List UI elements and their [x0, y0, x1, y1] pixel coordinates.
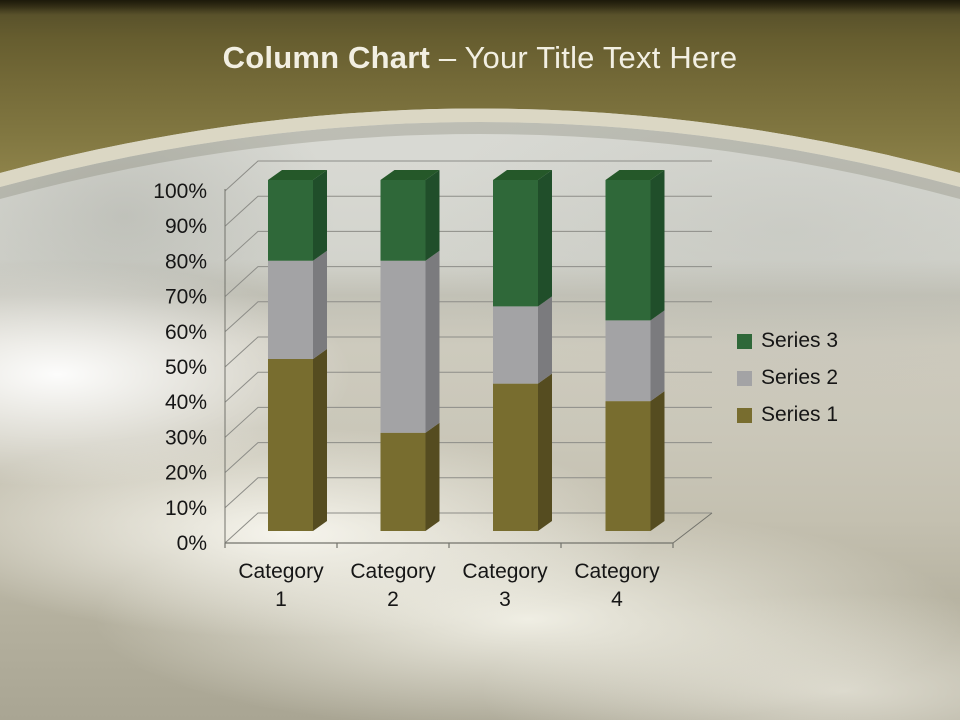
column-segment-front — [380, 432, 426, 531]
column-top-face — [380, 170, 440, 180]
grid-line — [224, 406, 712, 438]
column-segment-front — [268, 260, 313, 360]
column-segment-side — [425, 250, 440, 433]
column-segment-side — [538, 170, 552, 307]
column-segment-front — [493, 180, 538, 307]
column-segment-front — [380, 260, 426, 433]
y-axis-tick-label: 60% — [165, 321, 207, 344]
column-segment-front — [268, 180, 313, 261]
legend-label: Series 2 — [761, 366, 839, 389]
band-shape — [0, 0, 960, 173]
column-top-face — [605, 170, 665, 180]
column-segment-side — [313, 170, 327, 261]
legend-swatch — [737, 370, 752, 386]
grid-line — [224, 266, 712, 297]
y-axis-tick-label: 50% — [165, 356, 207, 379]
grid-line — [224, 336, 712, 368]
band-arc-cream — [0, 108, 960, 187]
band-arc-shadow — [0, 122, 960, 199]
x-axis-category-label: Category — [574, 560, 660, 583]
column-segment-front — [268, 359, 313, 531]
column-segment-side — [313, 250, 327, 360]
column-segment-front — [605, 401, 651, 531]
y-axis-tick-label: 0% — [177, 532, 207, 555]
y-axis-tick-label: 70% — [165, 286, 207, 309]
chart-legend: Series 3 Series 2 Series 1 — [737, 330, 838, 441]
y-axis-tick-label: 30% — [165, 426, 207, 449]
column-top-face — [268, 170, 327, 180]
column-top-face — [493, 170, 552, 180]
legend-item: Series 1 — [737, 404, 838, 426]
column-segment-side — [650, 170, 665, 321]
y-axis-tick-label: 20% — [165, 462, 207, 485]
legend-item: Series 2 — [737, 367, 838, 389]
column-segment-front — [493, 383, 538, 531]
legend-swatch — [737, 407, 752, 423]
grid-line — [224, 160, 712, 192]
column-segment-front — [605, 320, 651, 402]
grid-line — [224, 230, 712, 262]
legend-label: Series 1 — [761, 403, 839, 426]
column-segment-front — [493, 306, 538, 384]
x-axis-category-label: 4 — [611, 588, 623, 611]
legend-swatch — [737, 333, 752, 349]
column-segment-side — [650, 310, 665, 402]
x-axis-category-label: Category — [350, 560, 436, 583]
grid-line — [224, 371, 712, 403]
column-segment-side — [650, 391, 665, 531]
y-axis-tick-label: 80% — [165, 250, 207, 273]
x-axis-category-label: 1 — [275, 588, 287, 611]
column-segment-side — [425, 422, 440, 531]
grid-line — [224, 195, 712, 227]
x-axis-category-label: 3 — [499, 588, 511, 611]
slide-title-rest: – Your Title Text Here — [430, 40, 738, 75]
x-axis-category-label: 2 — [387, 588, 399, 611]
header-band — [0, 0, 960, 199]
column-segment-side — [538, 373, 552, 531]
slide-title-emphasis: Column Chart — [222, 40, 430, 75]
legend-item: Series 3 — [737, 330, 838, 352]
x-axis-category-label: Category — [462, 560, 548, 583]
grid-line — [224, 301, 712, 333]
x-axis-category-label: Category — [238, 560, 324, 583]
grid-line — [224, 512, 712, 544]
legend-label: Series 3 — [761, 329, 839, 352]
grid-line — [224, 477, 712, 509]
floor-right-edge — [672, 512, 713, 544]
y-axis-tick-label: 40% — [165, 391, 207, 414]
column-segment-side — [313, 349, 327, 531]
y-axis-tick-label: 90% — [165, 215, 207, 238]
grid-line — [224, 442, 712, 473]
slide-title: Column Chart – Your Title Text Here — [0, 40, 960, 76]
column-segment-front — [380, 180, 426, 261]
band-top-edge — [0, 0, 960, 15]
column-segment-side — [425, 170, 440, 261]
y-axis-tick-label: 10% — [165, 497, 207, 520]
y-axis-tick-label: 100% — [153, 180, 207, 203]
column-segment-side — [538, 296, 552, 384]
column-segment-front — [605, 180, 651, 321]
